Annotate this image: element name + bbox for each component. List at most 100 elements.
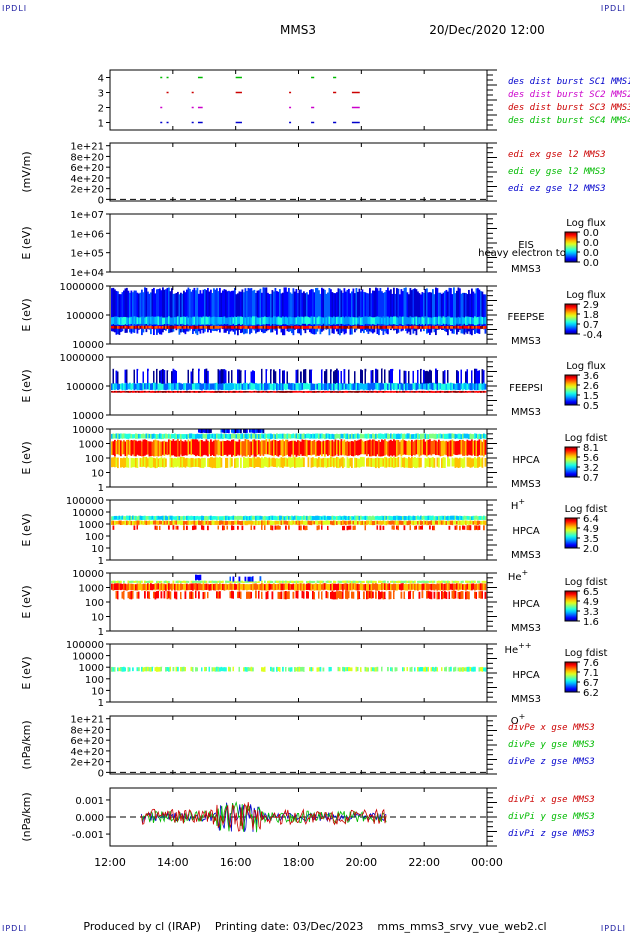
flux-cell — [303, 317, 305, 324]
flux-cell — [295, 288, 298, 329]
flux-cell — [135, 325, 137, 329]
fdist-cell — [291, 434, 293, 439]
flux-cell — [316, 391, 319, 393]
fdist-cell — [424, 457, 427, 468]
fdist-cell — [466, 525, 469, 531]
fdist-cell — [288, 457, 290, 467]
flux-cell — [450, 382, 452, 391]
fdist-cell — [483, 580, 485, 583]
flux-cell — [178, 325, 181, 329]
flux-cell — [457, 391, 460, 393]
flux-cell — [163, 325, 166, 329]
fdist-cell — [441, 667, 443, 672]
flux-cell — [331, 383, 334, 391]
flux-cell — [304, 293, 307, 334]
fdist-cell — [373, 525, 376, 530]
flux-cell — [213, 288, 215, 332]
fdist-cell — [447, 456, 449, 467]
fdist-cell — [300, 525, 302, 531]
flux-cell — [349, 293, 352, 335]
fdist-cell — [166, 590, 169, 600]
fdist-cell — [247, 584, 250, 590]
flux-cell — [184, 292, 187, 335]
flux-cell — [390, 369, 392, 388]
fdist-cell — [201, 457, 203, 468]
flux-cell — [436, 383, 439, 391]
fdist-cell — [279, 583, 281, 591]
fdist-cell — [265, 516, 268, 520]
flux-cell — [289, 383, 292, 390]
flux-cell — [231, 290, 233, 331]
fdist-cell — [432, 666, 434, 672]
flux-cell — [127, 383, 130, 390]
ytick-label: 8e+20 — [70, 152, 104, 163]
fdist-cell — [337, 457, 340, 469]
flux-cell — [369, 325, 371, 329]
fdist-cell — [475, 440, 478, 457]
fdist-cell — [268, 439, 271, 455]
fdist-cell — [414, 667, 416, 672]
fdist-cell — [175, 520, 178, 525]
fdist-cell — [234, 666, 236, 672]
fdist-cell — [435, 525, 437, 530]
fdist-cell — [327, 580, 329, 583]
fdist-cell — [292, 456, 295, 467]
fdist-cell — [294, 584, 296, 591]
fdist-cell — [255, 583, 257, 591]
fdist-cell — [477, 525, 479, 531]
flux-cell — [441, 371, 443, 386]
fdist-cell — [385, 667, 388, 672]
fdist-cell — [454, 590, 457, 599]
flux-cell — [477, 383, 479, 391]
flux-cell — [235, 317, 238, 326]
flux-cell — [154, 293, 157, 330]
fdist-cell — [369, 667, 371, 672]
flux-cell — [271, 317, 274, 325]
fdist-cell — [303, 525, 305, 530]
fdist-cell — [357, 458, 359, 468]
flux-cell — [294, 291, 296, 330]
fdist-cell — [319, 666, 322, 672]
flux-cell — [405, 390, 407, 393]
flux-cell — [160, 369, 163, 388]
flux-cell — [478, 316, 481, 324]
flux-cell — [453, 317, 455, 324]
flux-cell — [234, 326, 236, 329]
fdist-cell — [123, 583, 125, 591]
fdist-cell — [357, 521, 359, 525]
fdist-cell — [352, 667, 355, 672]
fdist-cell — [222, 667, 224, 672]
flux-cell — [361, 326, 364, 329]
fdist-cell — [151, 584, 154, 591]
flux-cell — [423, 390, 425, 393]
fdist-cell — [192, 458, 194, 467]
flux-cell — [147, 325, 149, 329]
fdist-cell — [159, 525, 161, 530]
fdist-cell — [295, 520, 298, 525]
ytick-label: 100 — [85, 532, 104, 543]
fdist-cell — [207, 458, 209, 467]
flux-cell — [144, 317, 146, 325]
flux-cell — [213, 391, 215, 393]
fdist-cell — [226, 580, 229, 583]
fdist-cell — [418, 583, 421, 590]
fdist-cell — [258, 434, 260, 439]
fdist-cell — [376, 520, 379, 525]
fdist-cell — [318, 667, 320, 672]
fdist-cell — [349, 516, 352, 520]
fdist-cell — [312, 590, 314, 600]
ytick-label: 10000 — [72, 508, 104, 519]
fdist-cell — [162, 434, 164, 440]
flux-cell — [445, 326, 448, 329]
fdist-cell — [397, 590, 400, 599]
flux-cell — [391, 317, 394, 325]
flux-cell — [255, 369, 257, 388]
fdist-cell — [123, 516, 125, 520]
fdist-cell — [229, 457, 232, 468]
flux-cell — [478, 383, 481, 391]
flux-cell — [265, 390, 268, 393]
fdist-cell — [346, 433, 349, 440]
fdist-cell — [346, 667, 349, 672]
fdist-cell — [463, 583, 466, 591]
flux-cell — [127, 317, 130, 325]
